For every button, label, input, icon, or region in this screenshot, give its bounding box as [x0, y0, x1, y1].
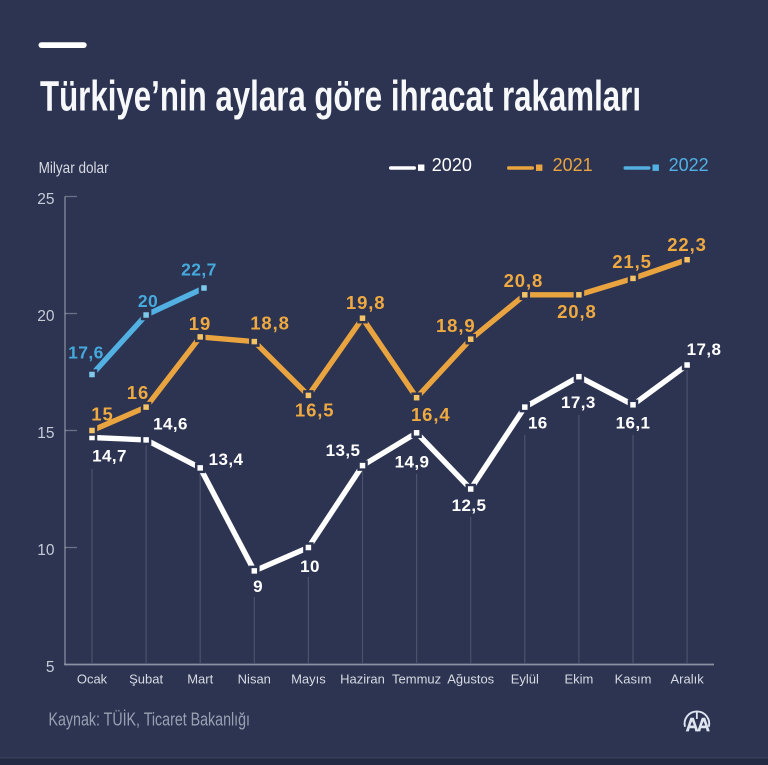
- svg-text:19: 19: [189, 313, 211, 334]
- svg-text:14,6: 14,6: [153, 415, 188, 434]
- svg-text:2021: 2021: [553, 155, 593, 175]
- svg-text:Mayıs: Mayıs: [291, 672, 326, 687]
- svg-text:21,5: 21,5: [612, 251, 652, 272]
- svg-text:16: 16: [127, 382, 149, 403]
- svg-text:10: 10: [37, 542, 55, 559]
- svg-text:14,9: 14,9: [395, 452, 430, 471]
- svg-text:Ocak: Ocak: [77, 672, 108, 687]
- svg-text:Eylül: Eylül: [511, 672, 539, 687]
- svg-text:Ekim: Ekim: [564, 672, 593, 687]
- svg-text:Türkiye’nin aylara göre ihraca: Türkiye’nin aylara göre ihracat rakamlar…: [40, 73, 641, 121]
- svg-text:16,4: 16,4: [411, 404, 451, 425]
- svg-text:20,8: 20,8: [557, 301, 597, 322]
- svg-text:12,5: 12,5: [452, 496, 487, 515]
- svg-text:16,5: 16,5: [295, 400, 335, 421]
- svg-text:Ağustos: Ağustos: [447, 672, 494, 687]
- svg-text:14,7: 14,7: [92, 447, 127, 466]
- svg-text:2020: 2020: [432, 155, 472, 175]
- svg-text:13,4: 13,4: [209, 450, 244, 469]
- svg-text:20: 20: [138, 291, 158, 311]
- svg-text:2022: 2022: [669, 155, 709, 175]
- svg-text:Nisan: Nisan: [238, 672, 271, 687]
- svg-text:9: 9: [253, 577, 263, 596]
- svg-text:22,7: 22,7: [181, 260, 217, 280]
- svg-text:17,3: 17,3: [561, 393, 596, 412]
- svg-text:Milyar dolar: Milyar dolar: [39, 160, 110, 177]
- svg-text:19,8: 19,8: [346, 292, 386, 313]
- svg-text:25: 25: [37, 191, 54, 208]
- svg-text:5: 5: [46, 659, 55, 676]
- svg-text:15: 15: [91, 404, 113, 425]
- svg-text:17,6: 17,6: [68, 342, 104, 362]
- svg-text:18,9: 18,9: [436, 315, 476, 336]
- svg-text:Haziran: Haziran: [340, 672, 385, 687]
- svg-text:20: 20: [37, 308, 55, 325]
- svg-text:Kasım: Kasım: [615, 672, 652, 687]
- svg-text:16: 16: [528, 413, 548, 432]
- svg-text:Şubat: Şubat: [129, 672, 163, 687]
- svg-text:15: 15: [37, 425, 54, 442]
- svg-text:13,5: 13,5: [326, 441, 361, 460]
- svg-text:22,3: 22,3: [667, 234, 707, 255]
- svg-text:Mart: Mart: [187, 672, 213, 687]
- svg-text:18,8: 18,8: [250, 313, 290, 334]
- svg-text:10: 10: [300, 557, 320, 576]
- svg-text:16,1: 16,1: [616, 413, 651, 432]
- svg-text:Temmuz: Temmuz: [392, 672, 441, 687]
- svg-text:Kaynak: TÜİK, Ticaret Bakanlığ: Kaynak: TÜİK, Ticaret Bakanlığı: [49, 708, 251, 729]
- svg-text:20,8: 20,8: [504, 270, 544, 291]
- svg-text:Aralık: Aralık: [670, 672, 704, 687]
- svg-text:17,8: 17,8: [687, 340, 722, 359]
